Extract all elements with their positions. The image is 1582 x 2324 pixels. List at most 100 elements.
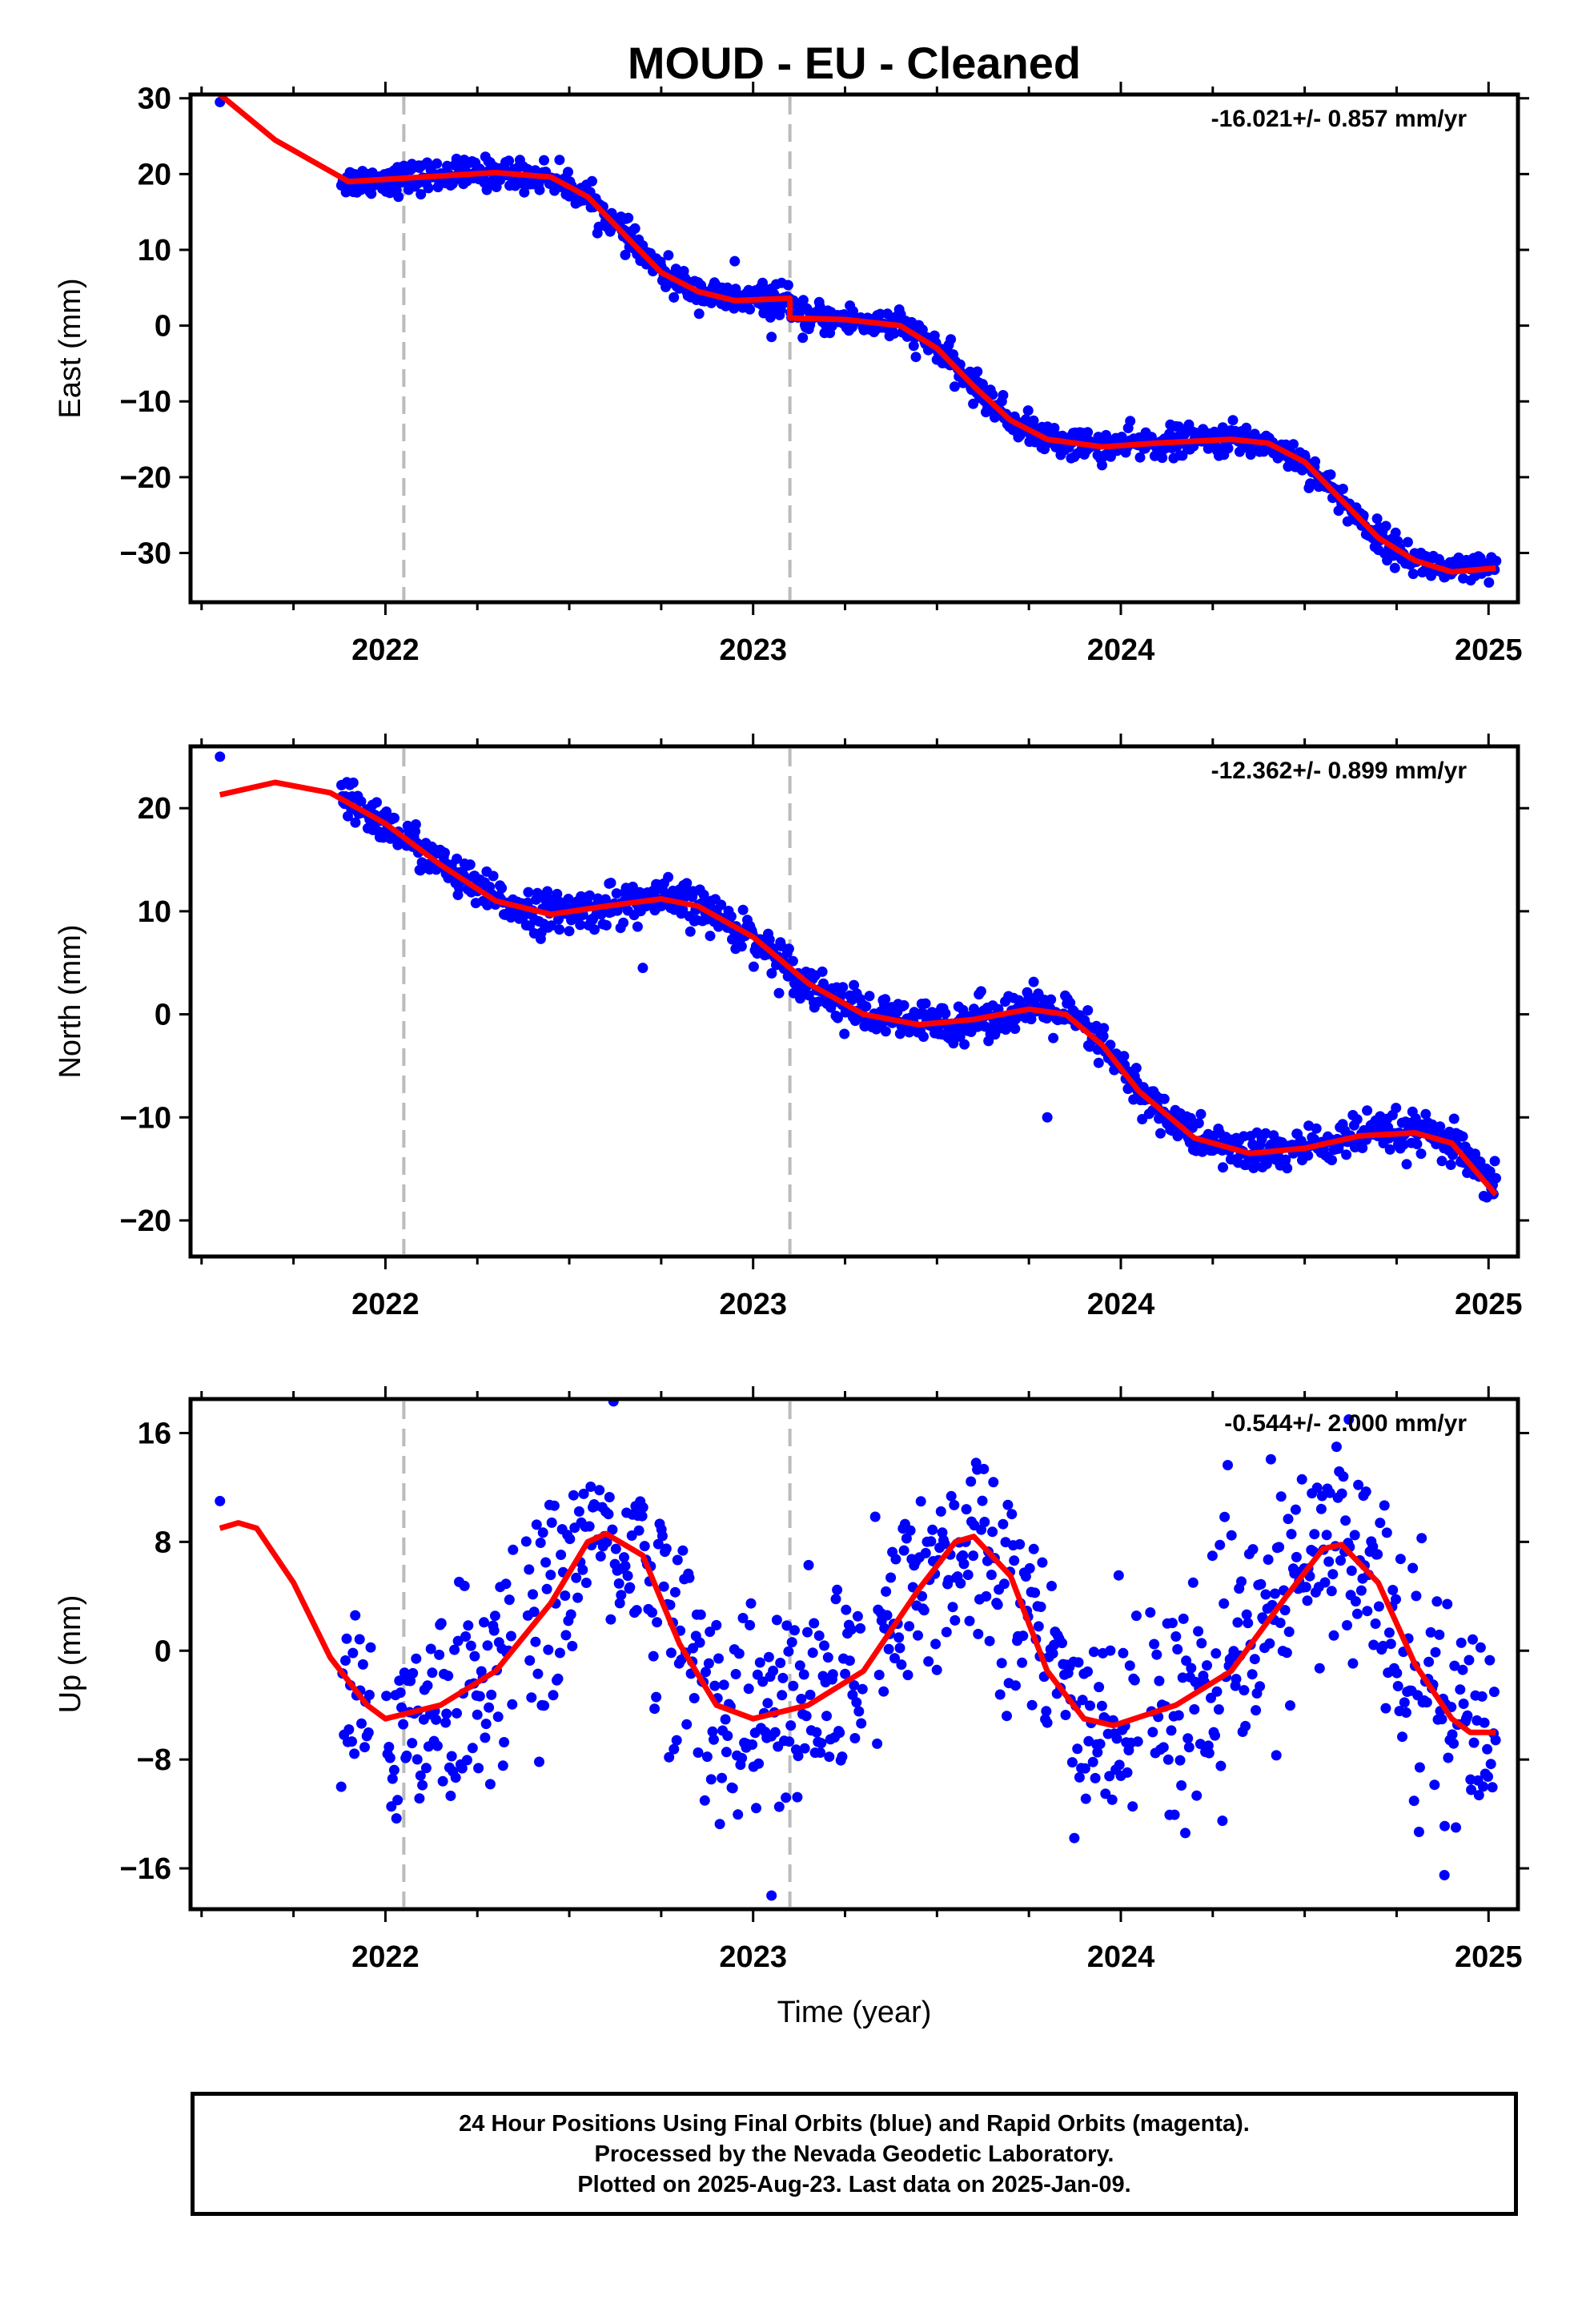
data-point — [607, 1524, 618, 1535]
plot-frame — [188, 744, 1520, 1259]
outlier-point — [215, 1495, 226, 1506]
data-point — [392, 1795, 404, 1806]
data-point — [1338, 1471, 1349, 1482]
y-tick-label: −10 — [120, 1101, 171, 1135]
data-point — [1285, 1700, 1295, 1711]
data-point — [1180, 1827, 1191, 1839]
data-point — [1189, 1704, 1200, 1715]
data-point — [1158, 1742, 1169, 1753]
x-tick-label: 2022 — [351, 633, 420, 667]
data-point — [1169, 1809, 1180, 1820]
data-point — [1439, 1820, 1450, 1831]
data-point — [856, 1718, 867, 1729]
data-point — [347, 777, 359, 788]
data-point — [618, 917, 629, 928]
data-point — [977, 1495, 988, 1506]
data-point — [350, 1610, 361, 1621]
data-point — [663, 250, 674, 261]
data-point — [398, 1719, 409, 1730]
data-point — [893, 1632, 905, 1643]
data-point — [743, 1683, 754, 1695]
data-point — [972, 366, 983, 377]
data-point — [1002, 1711, 1012, 1722]
data-point — [1362, 1105, 1373, 1116]
data-point — [947, 1602, 958, 1613]
data-point — [1170, 1631, 1182, 1642]
data-point — [532, 1668, 544, 1679]
data-point — [1331, 1441, 1342, 1453]
data-point — [488, 870, 499, 882]
data-point — [1314, 1663, 1325, 1674]
data-point — [915, 1496, 926, 1507]
data-point — [873, 1670, 885, 1680]
data-point — [1340, 1515, 1351, 1526]
data-point — [994, 1689, 1006, 1700]
data-point — [1162, 1754, 1174, 1765]
data-point — [1231, 1674, 1242, 1685]
data-point — [802, 1626, 813, 1638]
data-point — [577, 1564, 588, 1575]
data-point — [769, 1727, 781, 1738]
data-point — [504, 1594, 515, 1606]
data-point — [566, 915, 576, 926]
data-point — [1009, 1555, 1020, 1566]
data-point — [1125, 416, 1136, 427]
data-point — [636, 1510, 648, 1522]
data-point — [1024, 1562, 1035, 1574]
data-point — [600, 919, 612, 931]
data-point — [484, 1779, 496, 1790]
data-point — [1100, 1788, 1111, 1799]
outlier-point — [637, 963, 648, 974]
data-point — [500, 1578, 512, 1590]
data-point — [1274, 1542, 1285, 1553]
data-point — [545, 1570, 556, 1581]
data-point — [1328, 1630, 1339, 1641]
data-point — [507, 1699, 518, 1710]
data-point — [465, 1640, 476, 1651]
data-point — [882, 308, 893, 320]
data-point — [763, 1651, 774, 1663]
data-point — [605, 878, 616, 888]
data-point — [1462, 1710, 1473, 1721]
data-point — [1319, 1577, 1331, 1588]
data-point — [782, 279, 793, 291]
data-point — [1072, 1743, 1083, 1755]
data-point — [918, 1605, 930, 1616]
data-point — [849, 1733, 861, 1743]
data-point — [703, 1658, 714, 1669]
y-axis-label: North (mm) — [54, 924, 87, 1078]
data-point — [1430, 1647, 1441, 1658]
outlier-point — [766, 332, 777, 343]
data-point — [1385, 1638, 1396, 1650]
data-point — [651, 1691, 662, 1703]
data-point — [789, 1625, 800, 1636]
data-point — [539, 155, 549, 166]
data-point — [1185, 1112, 1196, 1124]
data-point — [1127, 1801, 1138, 1812]
data-point — [631, 1605, 642, 1616]
data-point — [1337, 484, 1348, 494]
data-point — [1260, 1128, 1271, 1139]
data-point — [1239, 1685, 1250, 1696]
data-point — [449, 1644, 460, 1655]
data-point — [480, 1719, 492, 1730]
x-tick-label: 2024 — [1087, 1288, 1155, 1321]
data-point — [486, 1689, 497, 1700]
data-point — [777, 1690, 788, 1701]
data-point — [809, 1618, 820, 1629]
data-point — [1077, 1695, 1088, 1706]
data-point — [1082, 427, 1094, 438]
data-point — [757, 1676, 769, 1687]
data-point — [1373, 1601, 1384, 1612]
data-point — [1475, 1642, 1486, 1653]
data-point — [1397, 1731, 1407, 1743]
y-tick-label: 20 — [138, 792, 171, 826]
rate-annotation: -16.021+/- 0.857 mm/yr — [1211, 106, 1468, 132]
data-point — [941, 1626, 952, 1638]
data-point — [1392, 1681, 1403, 1691]
data-point — [709, 1734, 719, 1745]
data-point — [1129, 1675, 1140, 1686]
data-point — [1291, 1551, 1302, 1562]
data-point — [1429, 1779, 1440, 1791]
data-point — [425, 1643, 436, 1655]
